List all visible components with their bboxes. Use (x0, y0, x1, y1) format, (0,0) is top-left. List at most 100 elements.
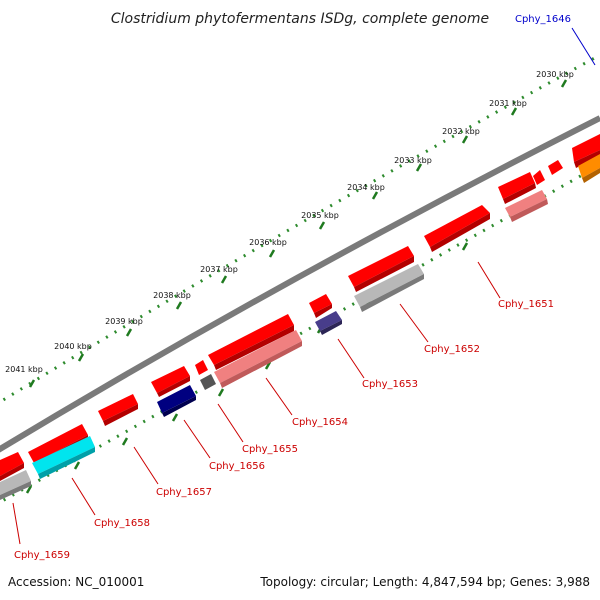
tick-mark (125, 328, 133, 337)
tick-label: 2030 kbp (536, 70, 574, 79)
tick-label: 2037 kbp (200, 265, 238, 274)
tick-mark (461, 135, 469, 144)
genome-summary: Topology: circular; Length: 4,847,594 bp… (259, 575, 590, 589)
gene-cphy-1646-block-shade (574, 150, 600, 168)
gene-label[interactable]: Cphy_1653 (362, 379, 418, 390)
gene-cphy-1656-navy (157, 385, 196, 413)
tick-track (0, 53, 600, 404)
leader-line (265, 377, 293, 416)
tick-mark (371, 191, 379, 200)
gene-cphy-1653 (309, 294, 332, 313)
gene-cphy-1659-gray (0, 470, 31, 495)
tick-labels: 2030 kbp 2031 kbp 2032 kbp 2033 kbp 2034 kbp… (5, 70, 574, 374)
tick-mark (77, 353, 85, 362)
gene-cphy-1659-gray-shade (0, 481, 31, 500)
gene-cphy-1654-pink-shade (220, 341, 302, 388)
gene-cphy-1653-slate-shade (320, 320, 342, 335)
gene-cphy-1651-pink-shade (510, 199, 548, 222)
gene-cphy-1654 (208, 314, 294, 365)
gene-cphy-1656 (151, 366, 190, 393)
gene-label[interactable]: Cphy_1658 (94, 518, 150, 529)
tick-mark (217, 388, 225, 397)
leader-line (337, 338, 365, 379)
tick-label: 2032 kbp (442, 127, 480, 136)
gene-label[interactable]: Cphy_1651 (498, 299, 554, 310)
tick-mark (28, 379, 36, 388)
accession-label: Accession: NC_010001 (8, 575, 144, 589)
gene-label[interactable]: Cphy_1646 (515, 14, 571, 25)
gene-cphy-1653-shade (314, 304, 332, 318)
gene-cphy-1651-shade (503, 183, 536, 204)
genes-forward (0, 134, 600, 500)
tick-label: 2040 kbp (54, 342, 92, 351)
tick-mark (560, 79, 568, 88)
tick-mark (220, 275, 228, 284)
gene-label[interactable]: Cphy_1659 (14, 550, 70, 561)
gene-orange (578, 154, 600, 178)
gene-small-arrow (548, 160, 563, 175)
gene-labels: Cphy_1646 Cphy_1651 Cphy_1652 Cphy_1653 Cphy… (14, 14, 571, 561)
tick-mark (25, 485, 33, 494)
gene-cphy-1659-shade (0, 463, 24, 481)
leader-line (217, 403, 244, 443)
tick-mark (461, 242, 469, 251)
leader-line (399, 303, 429, 343)
tick-mark (268, 249, 276, 258)
leader-line (12, 502, 21, 545)
gene-label[interactable]: Cphy_1656 (209, 461, 265, 472)
gene-cphy-1657-shade (103, 404, 138, 426)
leader-line (477, 261, 501, 299)
gene-cphy-1652 (348, 246, 414, 287)
gene-cphy-1652-shade (354, 256, 414, 292)
gene-label[interactable]: Cphy_1657 (156, 487, 212, 498)
gene-cphy-1658 (28, 424, 88, 463)
gene-cphy-1657 (98, 394, 138, 421)
tick-mark (121, 437, 129, 446)
tick-mark (415, 163, 423, 172)
tick-label: 2033 kbp (394, 156, 432, 165)
gene-cphy-1646-block (572, 134, 600, 162)
tick-label: 2035 kbp (301, 211, 339, 220)
tick-mark (175, 301, 183, 310)
tick-label: 2039 kbp (105, 317, 143, 326)
gene-cphy-1656-shade (157, 376, 190, 397)
tick-mark (318, 221, 326, 230)
gene-cphy-1656-navy-shade (162, 396, 196, 417)
tick-label: 2038 kbp (153, 291, 191, 300)
tick-mark (264, 361, 272, 370)
gene-small-arrow (533, 170, 545, 185)
tick-label: 2036 kbp (249, 238, 287, 247)
major-ticks (28, 79, 568, 388)
genome-backbone (0, 115, 600, 453)
map-title: Clostridium phytofermentans ISDg, comple… (111, 11, 489, 27)
tick-label: 2034 kbp (347, 183, 385, 192)
tick-mark (73, 461, 81, 470)
gene-cphy-1654-pink (214, 330, 302, 383)
gene-cphy-1655-darkgray (200, 374, 216, 390)
tick-label: 2041 kbp (5, 365, 43, 374)
tick-label: 2031 kbp (489, 99, 527, 108)
gene-red-large-shade (430, 213, 490, 252)
tick-mark (171, 413, 179, 422)
leader-line (133, 446, 159, 485)
gene-cphy-1654-shade (214, 325, 294, 370)
leader-line (183, 419, 211, 459)
gene-label[interactable]: Cphy_1655 (242, 444, 298, 455)
leader-lines (12, 27, 596, 545)
gene-label[interactable]: Cphy_1654 (292, 417, 348, 428)
gene-cphy-1652-gray (354, 264, 424, 307)
gene-cphy-1653-slate (315, 311, 342, 331)
leader-line (71, 477, 96, 516)
gene-cphy-1658-cyan (32, 436, 95, 474)
gene-cphy-1655 (195, 360, 208, 375)
gene-red-large (424, 205, 490, 247)
gene-cphy-1658-cyan-shade (38, 447, 95, 479)
gene-cphy-1651 (498, 172, 535, 199)
gene-label[interactable]: Cphy_1652 (424, 344, 480, 355)
tick-mark (510, 107, 518, 116)
gene-cphy-1659 (0, 452, 24, 476)
gene-orange-shade (582, 168, 600, 183)
leader-line (571, 27, 596, 66)
gene-cphy-1651-pink (505, 190, 547, 217)
